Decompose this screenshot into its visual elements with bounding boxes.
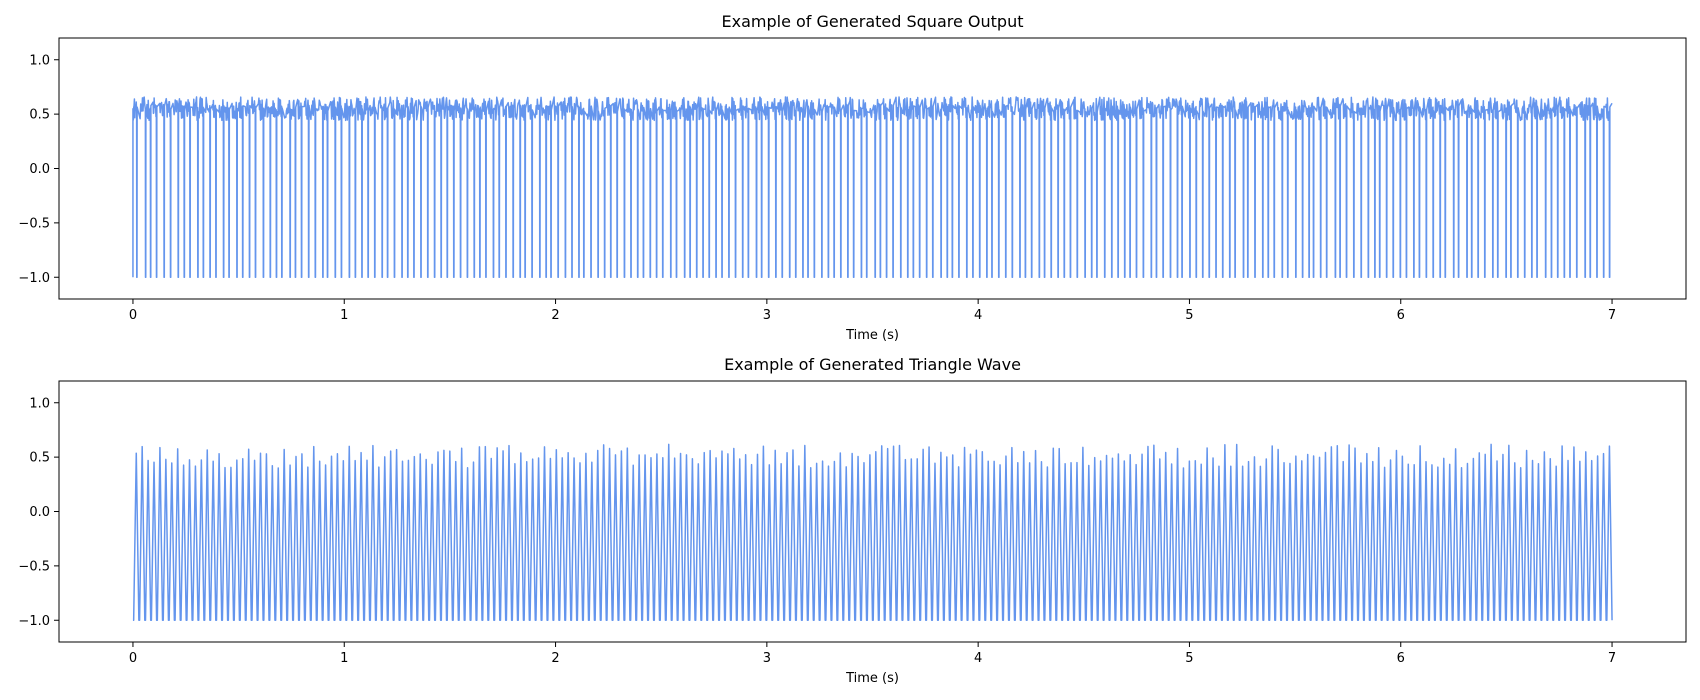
y-tick-label: 0.0	[29, 162, 50, 177]
x-tick-label: 7	[1608, 308, 1616, 323]
x-tick-label: 6	[1397, 308, 1405, 323]
axes-frame	[58, 37, 1687, 300]
x-tick-label: 3	[763, 651, 771, 666]
x-tick-label: 4	[974, 651, 982, 666]
chart-title: Example of Generated Square Output	[722, 12, 1024, 31]
x-axis-label: Time (s)	[845, 671, 899, 686]
series-line	[132, 96, 1613, 278]
y-tick-label: −0.5	[18, 559, 50, 574]
x-tick-label: 3	[763, 308, 771, 323]
x-tick-label: 7	[1608, 651, 1616, 666]
y-tick-label: 0.5	[29, 108, 50, 123]
y-tick-label: −1.0	[18, 271, 50, 286]
y-tick-label: −1.0	[18, 614, 50, 629]
chart-panel-1: Example of Generated Square Output 0 1 2 3 4 5…	[18, 12, 1687, 343]
chart-panel-2: Example of Generated Triangle Wave 0 1 2 3 4 5…	[18, 355, 1687, 686]
x-tick-label: 5	[1185, 308, 1193, 323]
x-tick-label: 1	[340, 308, 348, 323]
chart-title: Example of Generated Triangle Wave	[724, 355, 1021, 374]
y-tick-label: −0.5	[18, 216, 50, 231]
x-tick-label: 2	[551, 651, 559, 666]
y-tick-label: 0.5	[29, 451, 50, 466]
x-axis-label: Time (s)	[845, 328, 899, 343]
x-tick-label: 1	[340, 651, 348, 666]
y-tick-label: 0.0	[29, 505, 50, 520]
y-tick-label: 1.0	[29, 396, 50, 411]
x-tick-label: 0	[129, 651, 137, 666]
series-line	[132, 443, 1613, 621]
x-tick-label: 5	[1185, 651, 1193, 666]
x-tick-label: 2	[551, 308, 559, 323]
x-tick-label: 0	[129, 308, 137, 323]
x-tick-label: 4	[974, 308, 982, 323]
y-tick-label: 1.0	[29, 53, 50, 68]
x-tick-label: 6	[1397, 651, 1405, 666]
